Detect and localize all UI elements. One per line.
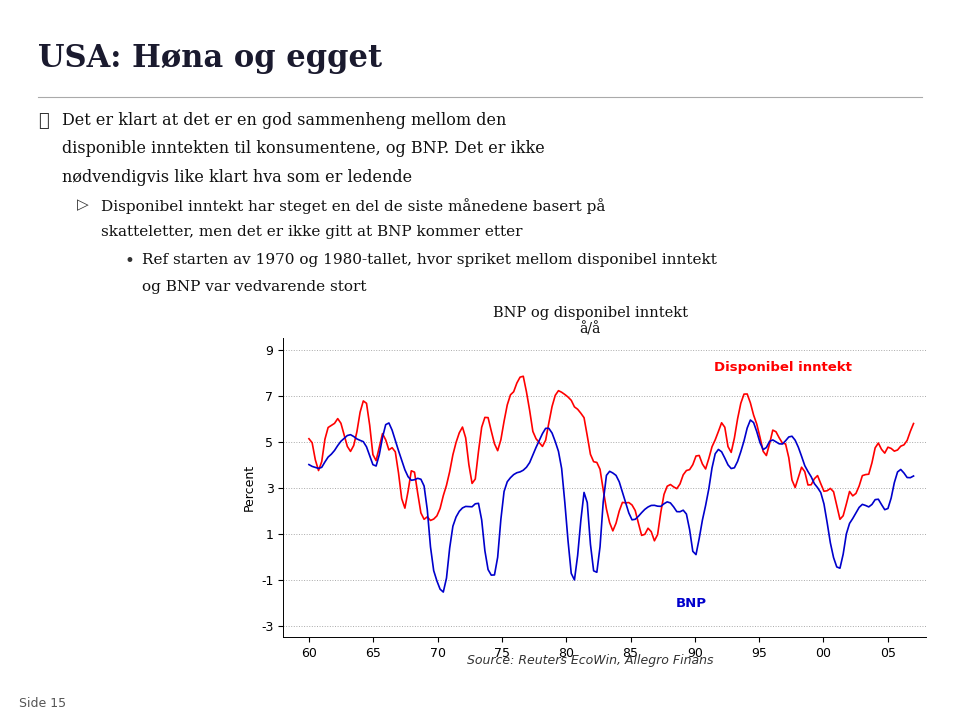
Text: ▷: ▷ (77, 198, 88, 212)
Text: og BNP var vedvarende stort: og BNP var vedvarende stort (142, 280, 367, 294)
Text: Disponibel inntekt har steget en del de siste månedene basert på: Disponibel inntekt har steget en del de … (101, 198, 605, 214)
Text: Disponibel inntekt: Disponibel inntekt (714, 361, 852, 374)
Text: å/å: å/å (580, 322, 601, 336)
Text: ✓: ✓ (38, 112, 49, 130)
Text: USA: Høna og egget: USA: Høna og egget (38, 43, 382, 74)
Text: Source: Reuters EcoWin, Allegro Finans: Source: Reuters EcoWin, Allegro Finans (468, 654, 713, 667)
Text: Ref starten av 1970 og 1980-tallet, hvor spriket mellom disponibel inntekt: Ref starten av 1970 og 1980-tallet, hvor… (142, 253, 717, 267)
Text: disponible inntekten til konsumentene, og BNP. Det er ikke: disponible inntekten til konsumentene, o… (62, 140, 545, 158)
Text: BNP: BNP (676, 598, 707, 611)
Text: nødvendigvis like klart hva som er ledende: nødvendigvis like klart hva som er leden… (62, 169, 413, 186)
Y-axis label: Percent: Percent (243, 464, 255, 511)
Text: BNP og disponibel inntekt: BNP og disponibel inntekt (492, 306, 688, 320)
Text: Side 15: Side 15 (19, 697, 66, 710)
Text: •: • (125, 253, 134, 271)
Text: skatteletter, men det er ikke gitt at BNP kommer etter: skatteletter, men det er ikke gitt at BN… (101, 225, 522, 238)
Text: Det er klart at det er en god sammenheng mellom den: Det er klart at det er en god sammenheng… (62, 112, 507, 129)
